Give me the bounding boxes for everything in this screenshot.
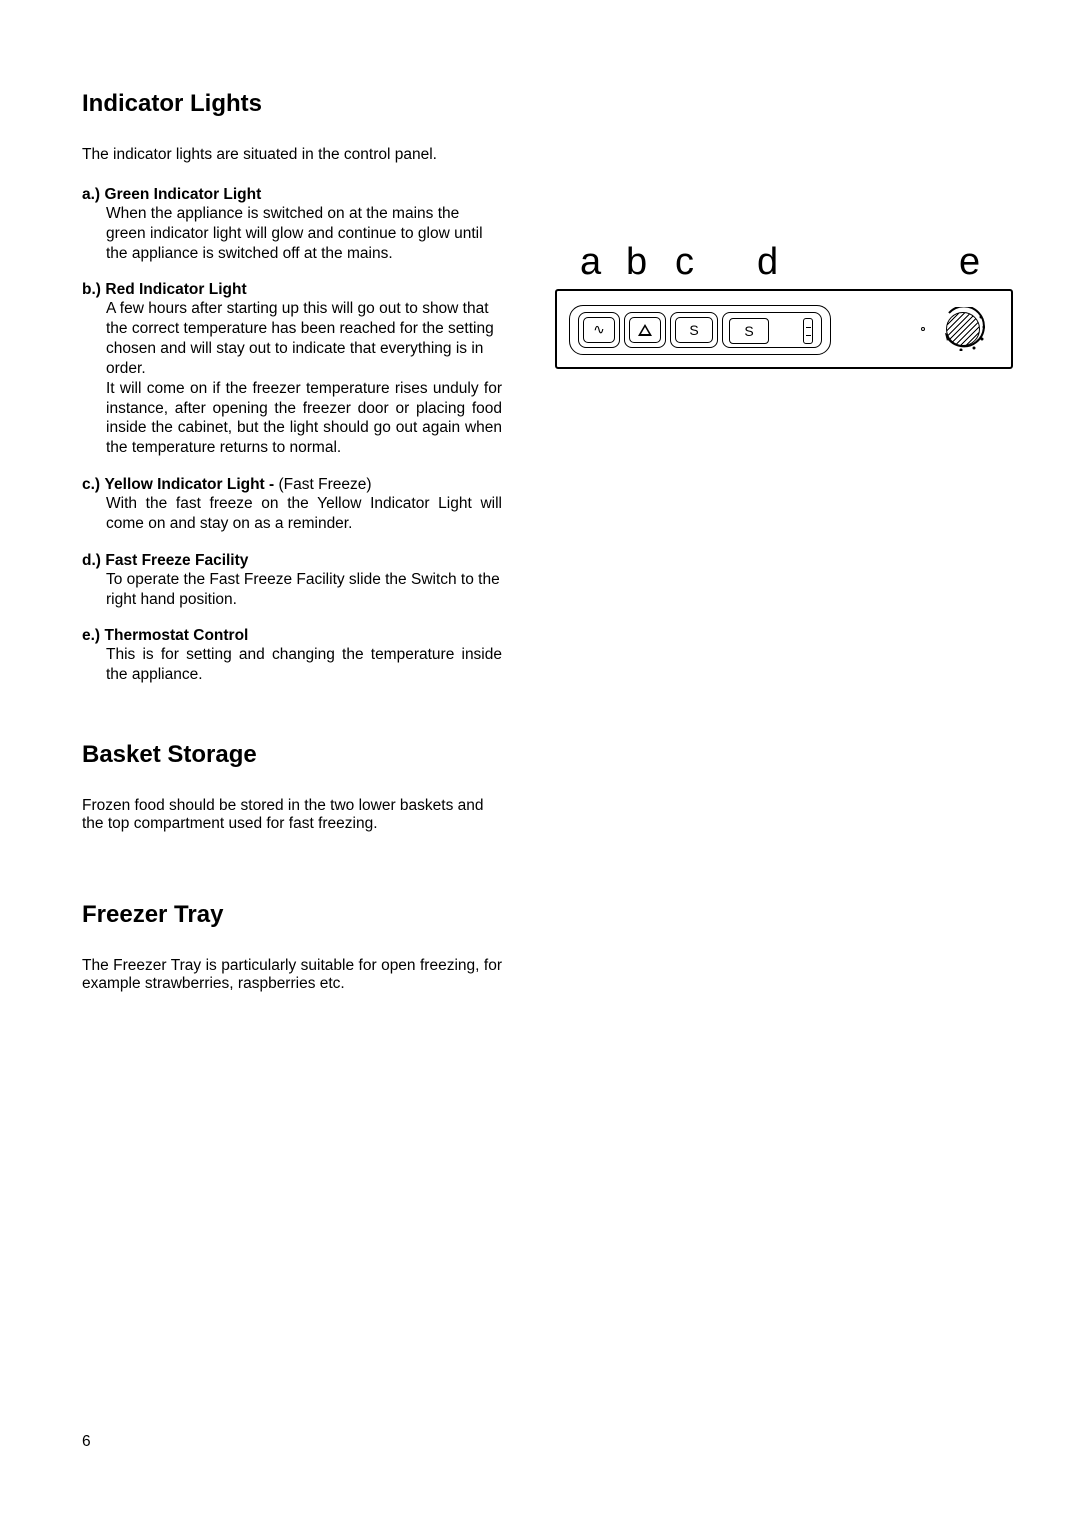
heading-indicator-lights: Indicator Lights (82, 90, 502, 118)
item-e-title: Thermostat Control (105, 627, 249, 644)
knob-indicator-dot (921, 327, 925, 331)
switch-slot: S (729, 318, 769, 344)
diagram-label-e: e (959, 241, 980, 284)
green-light-icon: ∿ (578, 312, 620, 348)
item-b-body1: A few hours after starting up this will … (106, 299, 502, 378)
item-b-body2: It will come on if the freezer temperatu… (106, 379, 502, 458)
item-a: a.) Green Indicator Light When the appli… (82, 186, 502, 263)
heading-basket-storage: Basket Storage (82, 741, 502, 769)
control-panel-outline: ∿ S S (555, 289, 1013, 369)
knob-face-icon (946, 312, 980, 346)
left-column: Indicator Lights The indicator lights ar… (82, 90, 502, 993)
diagram-label-d: d (757, 241, 778, 284)
diagram-label-a: a (580, 241, 601, 284)
page: Indicator Lights The indicator lights ar… (0, 0, 1080, 993)
item-b: b.) Red Indicator Light A few hours afte… (82, 281, 502, 458)
switch-handle-icon (803, 318, 813, 344)
s-icon: S (689, 322, 698, 338)
basket-storage-body: Frozen food should be stored in the two … (82, 797, 502, 833)
item-c-label: c.) (82, 476, 100, 493)
sine-icon: ∿ (593, 322, 605, 339)
item-d: d.) Fast Freeze Facility To operate the … (82, 552, 502, 610)
diagram-label-b: b (626, 241, 647, 284)
item-c: c.) Yellow Indicator Light - (Fast Freez… (82, 476, 502, 534)
indicator-intro: The indicator lights are situated in the… (82, 146, 502, 164)
item-b-title: Red Indicator Light (105, 281, 246, 298)
item-e-body: This is for setting and changing the tem… (106, 645, 502, 685)
item-c-title: Yellow Indicator Light - (105, 476, 279, 493)
button-cluster: ∿ S S (569, 305, 831, 355)
item-c-body: With the fast freeze on the Yellow Indic… (106, 494, 502, 534)
knob-body (941, 307, 985, 351)
item-a-title: Green Indicator Light (105, 186, 262, 203)
item-d-title: Fast Freeze Facility (105, 552, 248, 569)
thermostat-knob (933, 305, 993, 355)
diagram-labels: a b c d e (555, 241, 1013, 285)
item-e: e.) Thermostat Control This is for setti… (82, 627, 502, 685)
item-c-suffix: (Fast Freeze) (279, 476, 372, 493)
heading-freezer-tray: Freezer Tray (82, 901, 502, 929)
fast-freeze-switch: S (722, 312, 822, 348)
page-number: 6 (82, 1433, 91, 1451)
item-e-label: e.) (82, 627, 100, 644)
triangle-icon (638, 324, 652, 336)
item-a-label: a.) (82, 186, 100, 203)
diagram-label-c: c (675, 241, 694, 284)
item-b-label: b.) (82, 281, 101, 298)
red-light-icon (624, 312, 666, 348)
yellow-light-icon: S (670, 312, 718, 348)
control-panel-diagram: a b c d e ∿ S S (555, 241, 1013, 369)
item-a-body: When the appliance is switched on at the… (106, 204, 502, 263)
item-d-body: To operate the Fast Freeze Facility slid… (106, 570, 502, 610)
switch-s-icon: S (744, 323, 753, 339)
freezer-tray-body: The Freezer Tray is particularly suitabl… (82, 957, 502, 993)
item-d-label: d.) (82, 552, 101, 569)
